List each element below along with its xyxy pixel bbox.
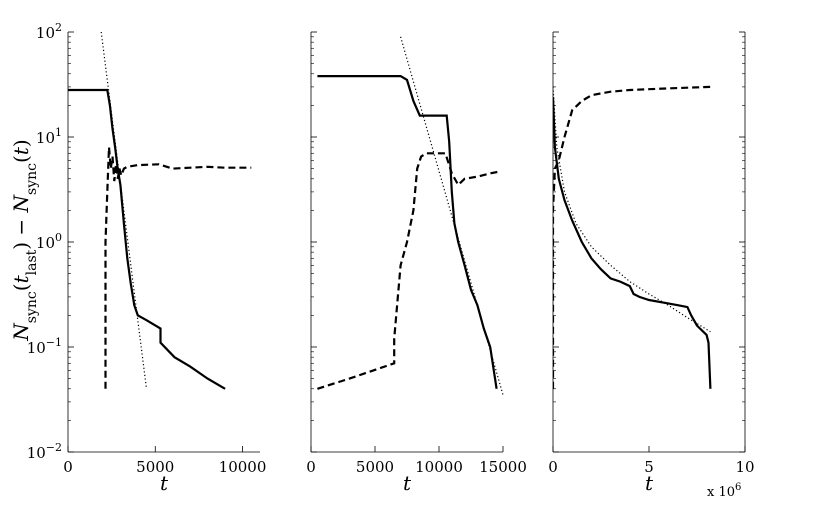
- series-dashed-line: [317, 152, 501, 390]
- series-solid-line: [68, 88, 226, 390]
- series-solid-line: [317, 74, 498, 389]
- x-tick-label: 10000: [219, 458, 267, 476]
- series-dotted-line: [553, 86, 711, 333]
- x-tick-label: 15000: [479, 458, 527, 476]
- x-axis-title: t: [403, 471, 412, 495]
- y-tick-label: 101: [36, 126, 62, 147]
- x-tick-label: 10: [735, 458, 754, 476]
- series-dotted-line: [400, 36, 504, 396]
- y-tick-label: 102: [36, 21, 62, 42]
- x-tick-label: 0: [548, 458, 558, 476]
- x-tick-label: 0: [306, 458, 316, 476]
- x-tick-label: 0: [63, 458, 73, 476]
- x-tick-label: 10000: [415, 458, 463, 476]
- series-solid-line: [553, 97, 712, 389]
- series-dashed-line: [553, 85, 711, 389]
- series-dashed-line: [104, 147, 252, 389]
- x-tick-label: 5000: [136, 458, 174, 476]
- x-axis-title: t: [645, 471, 654, 495]
- panel-2: 0 5000 10000 15000 t: [306, 31, 527, 495]
- y-tick-label: 10−1: [27, 336, 62, 357]
- panel-3: 0 5 10 t x 106: [548, 31, 755, 500]
- x-tick-label: 5: [644, 458, 654, 476]
- panel-1: 10−2 10−1 100 101 102 0 5000 10000 t: [27, 21, 267, 495]
- y-tick-label: 100: [36, 231, 62, 252]
- x-axis-title: t: [160, 471, 169, 495]
- series-dotted-line: [100, 32, 148, 389]
- x-multiplier-label: x 106: [707, 482, 741, 500]
- y-axis-title: Nsync(tlast) − Nsync(t): [9, 139, 40, 341]
- x-tick-label: 5000: [356, 458, 394, 476]
- y-tick-label: 10−2: [27, 441, 62, 462]
